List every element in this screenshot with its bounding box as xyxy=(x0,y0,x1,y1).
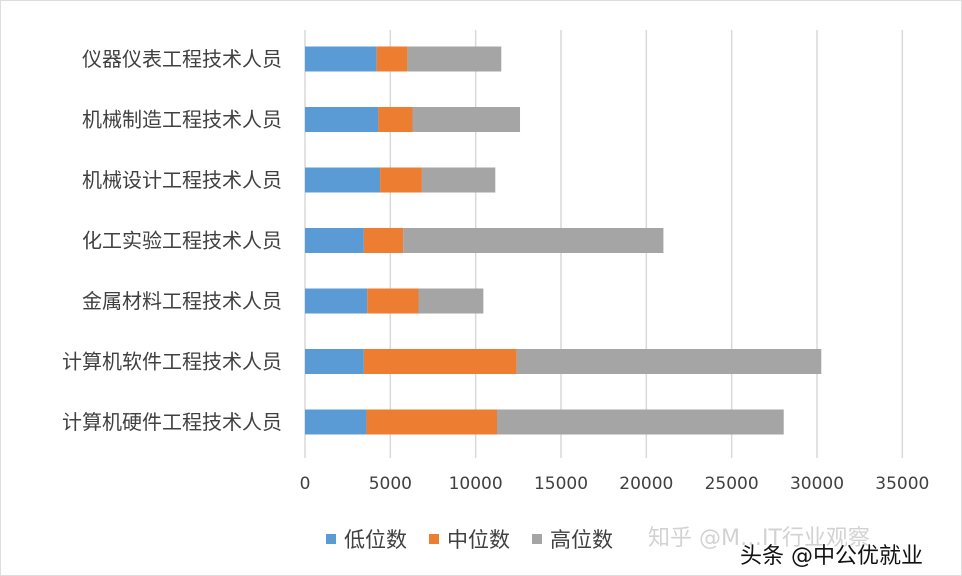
category-label: 仪器仪表工程技术人员 xyxy=(82,47,282,71)
legend-swatch-high xyxy=(532,534,542,544)
bar-segment-low xyxy=(305,46,377,72)
bar-segment-low xyxy=(305,228,364,253)
bar-segment-low xyxy=(305,409,367,435)
bar-segment-high xyxy=(497,409,784,435)
watermark-toutiao: 头条 @中公优就业 xyxy=(740,544,923,569)
bar-segment-mid xyxy=(366,409,497,435)
bar-segment-high xyxy=(418,288,484,314)
x-tick-label: 0 xyxy=(300,474,311,494)
category-label: 金属材料工程技术人员 xyxy=(82,289,282,313)
category-label: 计算机硬件工程技术人员 xyxy=(62,410,282,434)
bar-segment-high xyxy=(403,228,664,253)
bar-segment-mid xyxy=(380,167,422,193)
bar-segment-high xyxy=(516,349,822,374)
x-tick-label: 30000 xyxy=(790,474,844,494)
bar-segment-mid xyxy=(376,46,408,72)
bar-segment-low xyxy=(305,349,364,374)
bar-segment-high xyxy=(412,107,521,132)
legend-swatch-low xyxy=(326,534,336,544)
legend: 低位数 中位数 高位数 xyxy=(326,524,635,554)
bar-segment-mid xyxy=(363,349,517,374)
bar-segment-low xyxy=(305,107,379,132)
category-label: 计算机软件工程技术人员 xyxy=(62,350,282,374)
x-tick-label: 25000 xyxy=(705,474,759,494)
bar-segment-mid xyxy=(363,228,404,253)
legend-item-low: 低位数 xyxy=(326,524,407,554)
legend-item-high: 高位数 xyxy=(532,524,613,554)
x-tick-label: 5000 xyxy=(369,474,412,494)
legend-item-mid: 中位数 xyxy=(429,524,510,554)
category-label: 机械设计工程技术人员 xyxy=(82,168,282,192)
bar-segment-low xyxy=(305,167,381,193)
bar-segment-low xyxy=(305,288,368,314)
x-tick-label: 20000 xyxy=(619,474,673,494)
legend-label-mid: 中位数 xyxy=(447,528,510,552)
x-tick-label: 10000 xyxy=(449,474,503,494)
bar-segment-high xyxy=(407,46,502,72)
bar-segment-mid xyxy=(378,107,413,132)
category-label: 机械制造工程技术人员 xyxy=(82,108,282,132)
x-tick-label: 15000 xyxy=(534,474,588,494)
legend-label-high: 高位数 xyxy=(550,528,613,552)
bar-segment-high xyxy=(421,167,496,193)
bar-segment-mid xyxy=(367,288,419,314)
x-tick-label: 35000 xyxy=(875,474,929,494)
watermark-zhihu: 知乎 @M…IT行业观察 xyxy=(648,526,870,551)
legend-swatch-mid xyxy=(429,534,439,544)
legend-label-low: 低位数 xyxy=(344,528,407,552)
category-label: 化工实验工程技术人员 xyxy=(82,229,282,253)
